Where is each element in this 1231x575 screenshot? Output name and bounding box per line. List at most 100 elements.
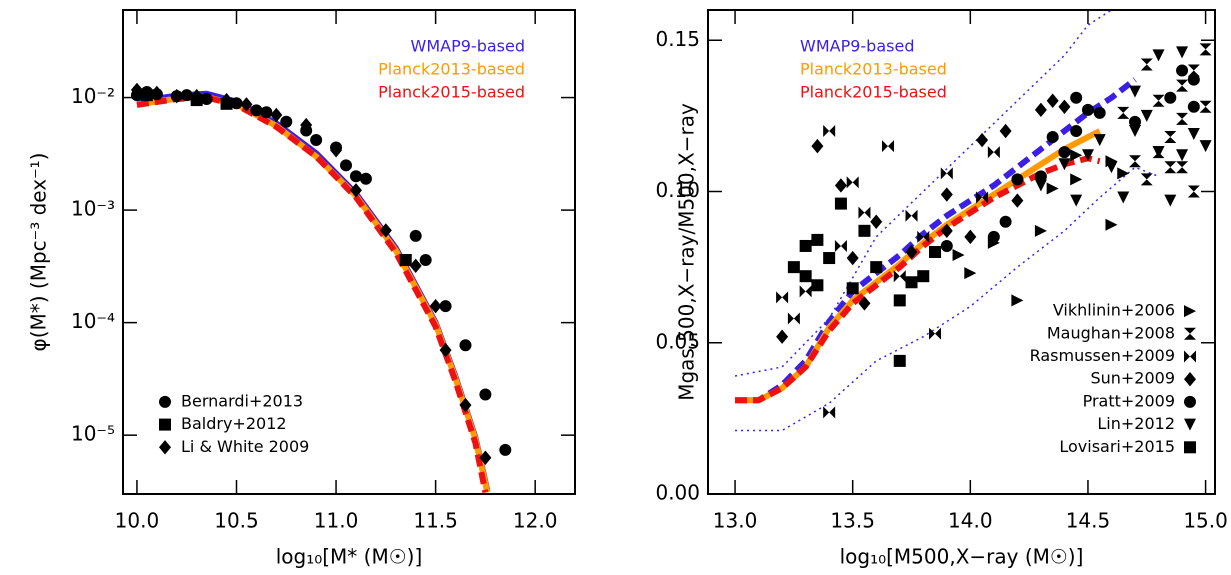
point <box>1187 128 1200 141</box>
y-tick-label: 10⁻² <box>71 84 115 108</box>
model-line <box>735 155 1101 404</box>
point <box>1105 218 1118 231</box>
legend-label: WMAP9-based <box>800 37 914 56</box>
point <box>1129 125 1142 137</box>
plot-frame <box>122 9 576 495</box>
point <box>893 354 906 367</box>
point <box>917 230 930 243</box>
point <box>776 291 789 304</box>
point <box>1164 161 1177 174</box>
point <box>940 223 953 239</box>
point <box>1093 134 1106 147</box>
point <box>952 249 965 262</box>
legend-label: Maughan+2008 <box>1047 323 1175 342</box>
point <box>1011 294 1024 307</box>
point <box>1187 100 1200 113</box>
point <box>1105 161 1118 174</box>
point <box>1011 173 1024 186</box>
point <box>1176 64 1189 77</box>
y-tick-label: 10⁻⁴ <box>71 309 115 333</box>
y-axis-label: φ(M*) (Mpc⁻³ dex⁻¹) <box>27 153 51 352</box>
x-axis-label: log₁₀[M500,X−ray (M☉)] <box>840 545 1084 569</box>
point <box>1152 146 1165 159</box>
point <box>893 270 906 283</box>
point <box>1034 102 1047 118</box>
point <box>1011 193 1024 208</box>
legend-marker <box>159 395 171 408</box>
point <box>940 167 953 180</box>
point <box>905 244 918 260</box>
point <box>929 246 942 258</box>
point <box>1058 99 1071 114</box>
legend-label: Li & White 2009 <box>181 437 309 456</box>
point <box>180 89 193 102</box>
point <box>1140 173 1153 186</box>
point <box>330 143 343 158</box>
point <box>834 239 847 252</box>
point <box>1164 131 1177 144</box>
point <box>987 146 1000 159</box>
point <box>799 270 812 283</box>
legend-label: Rasmussen+2009 <box>1030 346 1175 365</box>
x-tick-label: 10.5 <box>214 509 259 533</box>
point <box>349 170 362 183</box>
point <box>976 191 989 204</box>
point <box>1164 91 1177 104</box>
point <box>1199 140 1212 153</box>
point <box>300 117 313 133</box>
point <box>823 125 836 137</box>
point <box>1070 91 1083 104</box>
point <box>1046 131 1059 144</box>
x-tick-label: 11.0 <box>314 509 359 533</box>
point <box>1176 161 1189 174</box>
point <box>200 93 213 106</box>
point <box>1176 46 1189 59</box>
y-tick-label: 0.10 <box>655 178 700 202</box>
point <box>846 176 859 189</box>
y-tick-label: 10⁻⁵ <box>71 422 115 446</box>
point <box>858 224 871 237</box>
point <box>929 327 942 340</box>
point <box>479 388 492 401</box>
legend-label: Planck2015-based <box>800 83 947 102</box>
point <box>439 300 452 313</box>
model-line <box>735 77 1137 404</box>
point <box>1129 155 1142 168</box>
point <box>917 270 930 283</box>
point <box>479 450 492 465</box>
point <box>220 92 233 108</box>
point <box>270 107 283 123</box>
point <box>1081 103 1094 116</box>
legend-marker <box>159 418 171 431</box>
point <box>811 279 824 292</box>
point <box>1034 224 1047 237</box>
point <box>1093 106 1106 119</box>
point <box>399 254 412 267</box>
point <box>190 88 203 104</box>
point <box>260 106 273 119</box>
legend-marker <box>1184 418 1196 431</box>
point <box>349 183 362 198</box>
legend-label: Lovisari+2015 <box>1059 437 1175 456</box>
point <box>834 178 847 193</box>
x-tick-label: 14.5 <box>1066 509 1111 533</box>
point <box>799 285 812 298</box>
point <box>240 97 253 112</box>
point <box>940 239 953 252</box>
point <box>811 138 824 154</box>
legend-label: Sun+2009 <box>1090 369 1175 388</box>
point <box>140 89 153 102</box>
point <box>834 197 847 210</box>
point <box>419 254 432 267</box>
point <box>1117 167 1130 180</box>
point <box>1070 149 1083 162</box>
x-tick-label: 11.5 <box>413 509 458 533</box>
point <box>1152 94 1165 107</box>
point <box>1117 106 1130 119</box>
point <box>459 397 472 413</box>
legend-marker <box>159 440 171 455</box>
point <box>439 342 452 358</box>
point <box>846 282 859 295</box>
point <box>230 97 243 110</box>
point <box>1070 194 1083 207</box>
